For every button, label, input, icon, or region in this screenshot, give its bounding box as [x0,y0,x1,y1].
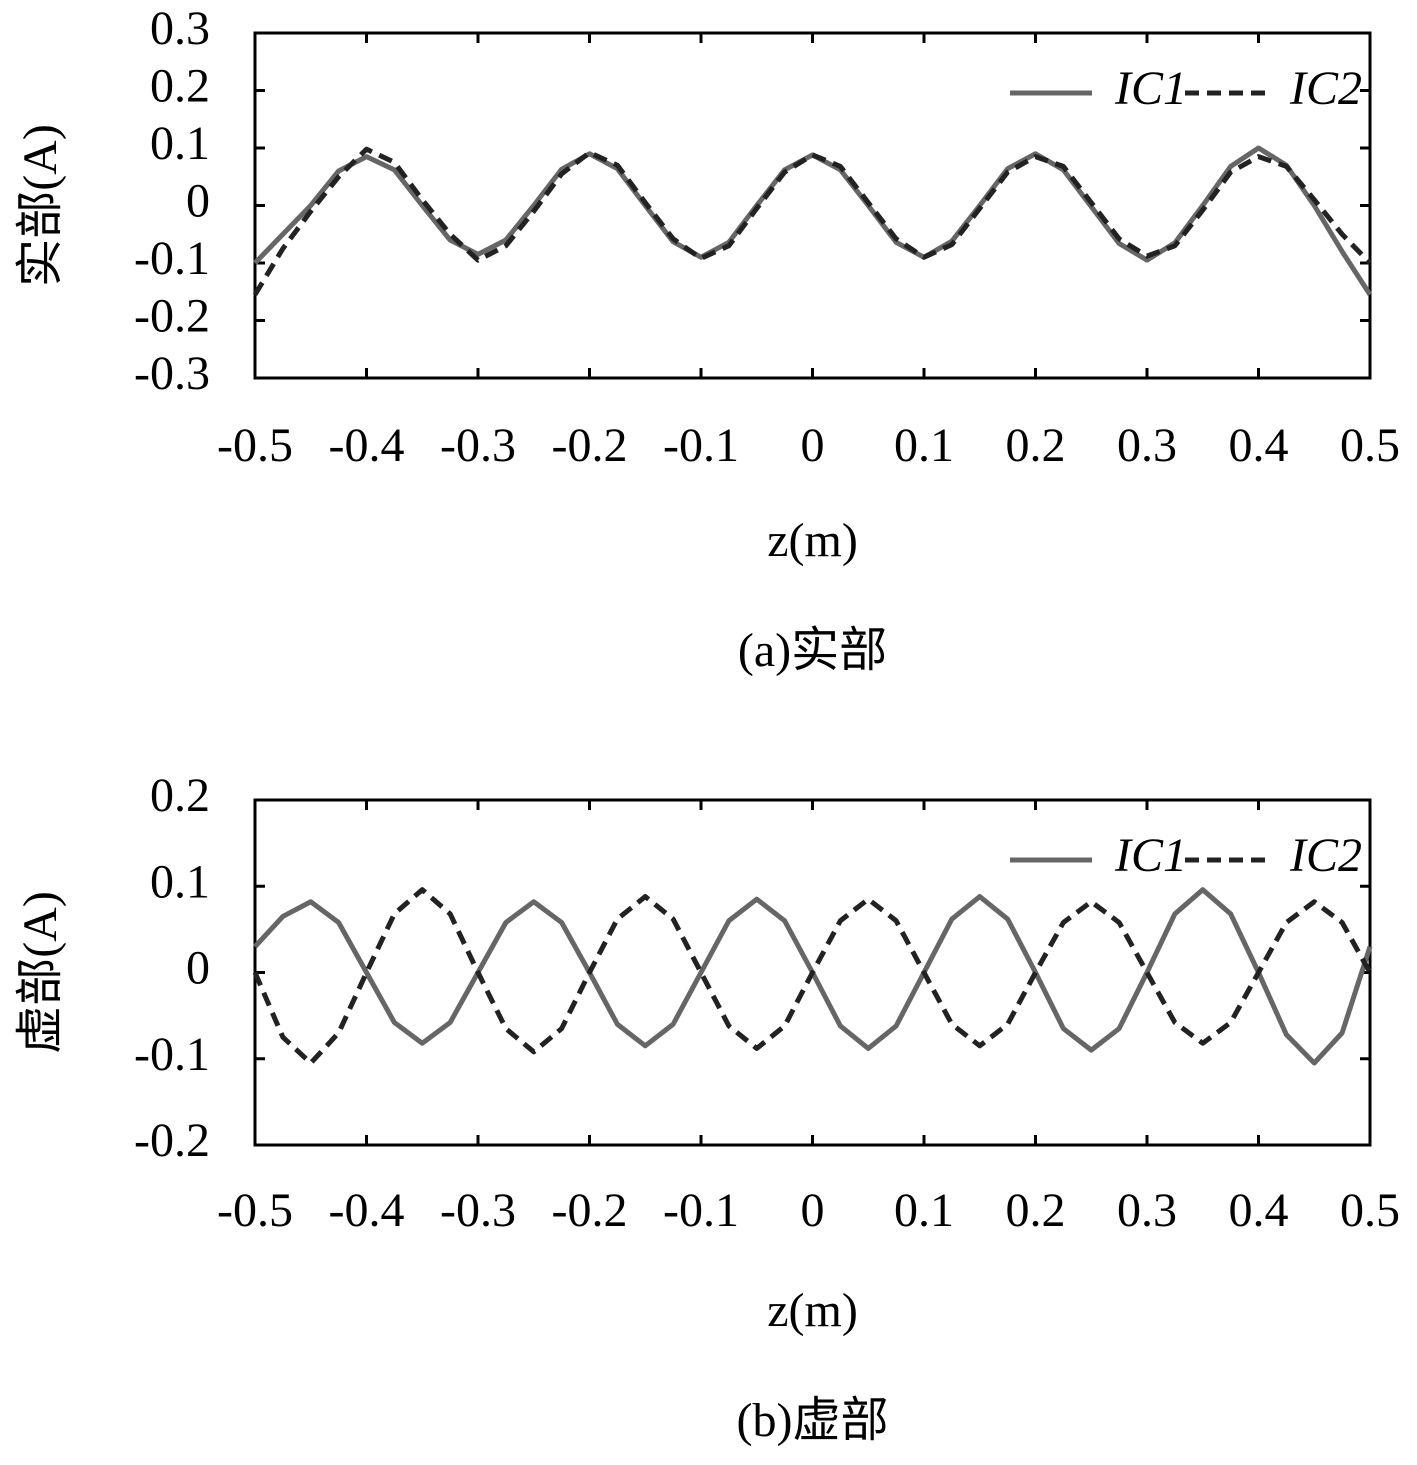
y-tick-label: 0 [186,175,210,228]
y-tick-label: -0.3 [134,347,210,400]
legend-label: IC1 [1114,829,1187,882]
x-tick-label: -0.5 [217,1184,293,1237]
series-line [253,145,1373,296]
y-tick-label: 0.3 [150,2,210,55]
x-tick-label: 0 [801,419,825,472]
x-axis-label: z(m) [767,514,858,567]
legend-label: IC1 [1114,62,1187,115]
x-tick-label: 0.3 [1117,1184,1177,1237]
y-tick-label: 0.1 [150,117,210,170]
y-axis-label: 实部(A) [14,124,67,287]
x-tick-label: 0.4 [1229,419,1289,472]
x-tick-label: -0.3 [440,1184,516,1237]
x-tick-label: -0.1 [663,1184,739,1237]
legend-label: IC2 [1289,829,1362,882]
x-tick-label: -0.5 [217,419,293,472]
x-tick-label: -0.4 [329,1184,405,1237]
caption: (b)虚部 [737,1394,889,1447]
y-tick-label: 0.2 [150,769,210,822]
x-axis-label: z(m) [767,1284,858,1337]
x-tick-label: 0.4 [1229,1184,1289,1237]
x-tick-label: 0.2 [1006,1184,1066,1237]
legend-label: IC2 [1289,62,1362,115]
x-tick-label: -0.3 [440,419,516,472]
y-tick-label: -0.1 [134,232,210,285]
x-tick-label: 0.5 [1340,1184,1400,1237]
y-tick-label: 0.2 [150,60,210,113]
x-tick-label: -0.2 [552,419,628,472]
y-axis-label: 虚部(A) [14,891,67,1054]
x-tick-label: 0 [801,1184,825,1237]
x-tick-label: 0.2 [1006,419,1066,472]
plot-frame [253,31,1372,380]
y-tick-label: 0.1 [150,855,210,908]
x-tick-label: -0.2 [552,1184,628,1237]
y-tick-label: -0.2 [134,290,210,343]
x-tick-label: 0.3 [1117,419,1177,472]
x-tick-label: 0.5 [1340,419,1400,472]
caption: (a)实部 [738,624,887,677]
y-tick-label: -0.1 [134,1028,210,1081]
x-tick-label: -0.4 [329,419,405,472]
series-line [252,887,1373,1066]
x-tick-label: 0.1 [894,419,954,472]
y-tick-label: 0 [186,942,210,995]
x-tick-label: -0.1 [663,419,739,472]
series-line [252,146,1372,296]
x-tick-label: 0.1 [894,1184,954,1237]
y-tick-label: -0.2 [134,1114,210,1167]
